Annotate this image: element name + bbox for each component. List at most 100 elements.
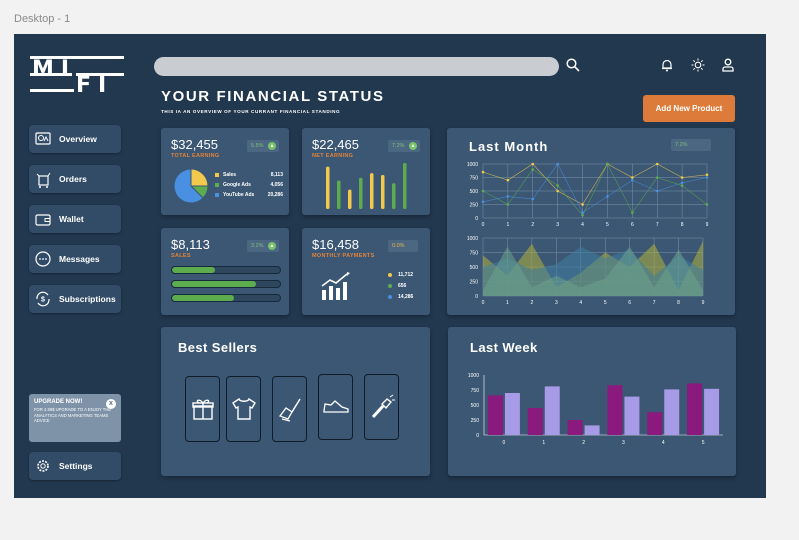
arrow-up-icon: ▲ (268, 242, 276, 250)
x-tick-label: 0 (482, 222, 485, 228)
page-subtitle: THIS IA AN OVERVIEW OF YOUR CURRANT FINA… (161, 109, 341, 114)
sidebar-item-label: Messages (59, 254, 100, 264)
total-earning-card: $32,455 TOTAL EARNING 5.5% ▲ Sales 8,113 G… (161, 128, 289, 215)
flashlight-icon (371, 394, 395, 419)
last-week-title: Last Week (470, 340, 538, 355)
data-point (705, 176, 709, 179)
legend-swatch (388, 273, 392, 277)
search-input[interactable] (154, 57, 559, 76)
data-point (705, 173, 709, 177)
add-new-product-button[interactable]: Add New Product (643, 95, 735, 122)
x-tick-label: 7 (656, 222, 659, 228)
sidebar-item-label: Subscriptions (59, 294, 116, 304)
shoe-care-icon (278, 398, 301, 422)
net-earning-card: $22,465 NET EARNING 7.2% ▲ (302, 128, 430, 215)
bar (567, 420, 583, 435)
sidebar-item-messages[interactable]: Messages (29, 245, 121, 273)
product-tile[interactable] (364, 374, 399, 440)
last-week-bar-chart: 0 250 500 750 1000 0 1 2 3 4 5 (468, 373, 723, 446)
search-icon[interactable] (566, 58, 580, 72)
pie-slice (173, 168, 204, 204)
logo: MI FI (30, 56, 124, 97)
sidebar-item-settings[interactable]: Settings (29, 452, 121, 480)
legend-swatch (388, 295, 392, 299)
y-tick-label: 0 (475, 294, 478, 300)
data-point (481, 200, 485, 204)
series-line (482, 163, 708, 205)
sidebar-item-orders[interactable]: Orders (29, 165, 121, 193)
net-earning-bar (348, 189, 352, 209)
data-point (631, 176, 634, 179)
net-earning-bar (370, 173, 374, 209)
data-point (655, 189, 659, 193)
data-point (631, 211, 634, 214)
y-tick-label: 1000 (467, 236, 478, 242)
logo-line1: MI (32, 57, 77, 82)
upgrade-text: FOR 4.99$ UPGRADE TO A ENJOY THE ANALYTI… (34, 407, 112, 424)
legend-item: Google Ads 4,056 (215, 182, 283, 188)
legend-item: 11,712 (388, 272, 413, 278)
product-tile[interactable] (272, 376, 307, 442)
user-icon[interactable] (721, 58, 735, 72)
subscriptions-icon: $ (36, 291, 50, 307)
data-point (556, 162, 559, 166)
bar (664, 389, 680, 435)
series-line (482, 163, 708, 216)
x-tick-label: 1 (542, 440, 545, 446)
data-point (606, 195, 609, 198)
data-point (655, 176, 659, 179)
y-tick-label: 750 (471, 388, 480, 394)
close-icon[interactable]: x (106, 399, 116, 409)
gear-icon (37, 460, 49, 472)
y-tick-label: 750 (470, 175, 479, 181)
brightness-icon[interactable] (691, 58, 705, 72)
product-tile[interactable] (318, 374, 353, 440)
progress-bar (171, 294, 281, 302)
net-earning-label: NET EARNING (312, 153, 354, 159)
net-earning-bar (392, 183, 396, 209)
sneaker-icon (322, 400, 349, 413)
best-sellers-card: Best Sellers (161, 327, 430, 476)
svg-text:$: $ (41, 297, 45, 304)
x-tick-label: 9 (706, 222, 709, 228)
product-tile[interactable] (185, 376, 220, 442)
x-tick-label: 2 (530, 300, 533, 306)
total-earning-amount: $32,455 (171, 137, 218, 152)
x-tick-label: 1 (506, 300, 509, 306)
bar (584, 425, 600, 435)
bar (544, 386, 560, 435)
x-tick-label: 8 (677, 300, 680, 306)
y-tick-label: 750 (470, 250, 479, 256)
sidebar-item-wallet[interactable]: Wallet (29, 205, 121, 233)
x-tick-label: 4 (581, 222, 584, 228)
monthly-payments-amount: $16,458 (312, 237, 359, 252)
x-tick-label: 5 (604, 300, 607, 306)
data-point (655, 162, 659, 166)
arrow-up-icon: ▲ (268, 142, 276, 150)
sidebar-item-subscriptions[interactable]: $ Subscriptions (29, 285, 121, 313)
x-tick-label: 4 (579, 300, 582, 306)
data-point (556, 184, 559, 187)
y-tick-label: 0 (475, 216, 478, 222)
legend-item: Sales 8,113 (215, 172, 283, 178)
y-tick-label: 500 (470, 265, 479, 271)
last-month-line-chart: 0 250 500 750 1000 0 1 2 3 4 5 6 7 8 9 (467, 162, 709, 228)
data-point (705, 203, 709, 206)
tshirt-icon (231, 397, 256, 420)
product-tile[interactable] (226, 376, 261, 442)
sidebar-item-label: Settings (59, 461, 93, 471)
sidebar-item-overview[interactable]: Overview (29, 125, 121, 153)
upgrade-title: UPGRADE NOW! (34, 399, 83, 405)
x-tick-label: 7 (653, 300, 656, 306)
series-line (482, 163, 708, 214)
bell-icon[interactable] (660, 58, 674, 72)
sidebar-item-label: Orders (59, 174, 87, 184)
status-badge: 0.0% (388, 240, 418, 252)
bar (607, 385, 623, 435)
monthly-payments-card: $16,458 MONTHLY PAYMENTS 0.0% 11,712 656… (302, 228, 430, 315)
data-point (680, 184, 684, 187)
sales-label: SALES (171, 253, 191, 259)
sales-card: $8,113 SALES 3.2% ▲ (161, 228, 289, 315)
dashboard-app: MI FI Overview Orders Wallet Messages $ … (14, 34, 766, 498)
progress-bar (171, 266, 281, 274)
